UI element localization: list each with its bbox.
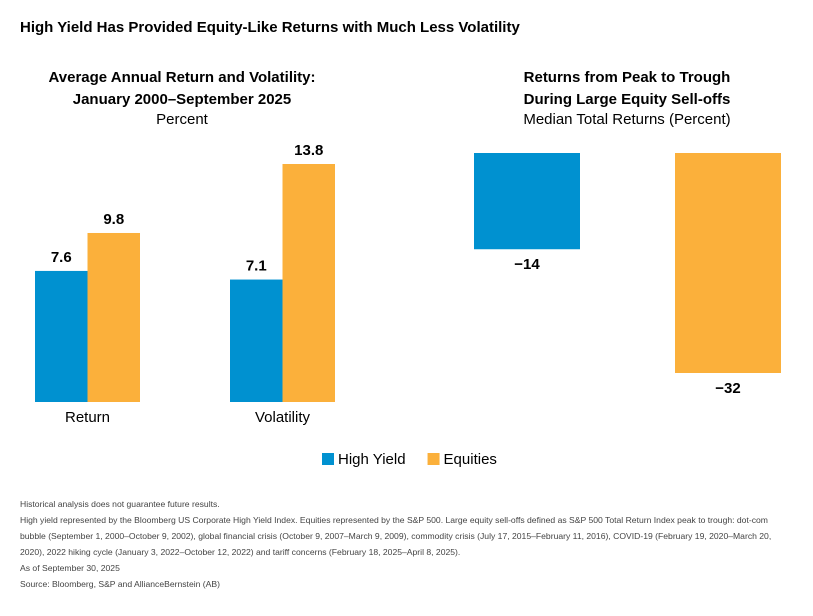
footnote: Source: Bloomberg, S&P and AllianceBerns… — [20, 579, 220, 589]
x-tick-label: Return — [65, 409, 110, 426]
bar — [230, 279, 283, 402]
data-label: 7.6 — [51, 249, 72, 266]
chart-title: January 2000–September 2025 — [73, 91, 291, 108]
footnotes: Historical analysis does not guarantee f… — [20, 496, 790, 592]
legend-swatch — [427, 453, 440, 465]
chart-title: Average Annual Return and Volatility: — [49, 69, 316, 86]
bar — [282, 164, 335, 402]
chart-title: Returns from Peak to Trough — [524, 69, 731, 86]
chart-title: During Large Equity Sell-offs — [524, 91, 731, 108]
bar — [35, 270, 88, 402]
footnote: Historical analysis does not guarantee f… — [20, 499, 220, 509]
bar — [87, 232, 140, 402]
legend-label: High Yield — [338, 451, 406, 468]
data-label: 13.8 — [294, 142, 323, 159]
chart: High Yield Has Provided Equity-Like Retu… — [20, 19, 781, 468]
page-title: High Yield Has Provided Equity-Like Retu… — [20, 19, 520, 36]
data-label: −32 — [715, 380, 740, 397]
footnote: As of September 30, 2025 — [20, 563, 120, 573]
data-label: 7.1 — [246, 258, 267, 275]
chart-subtitle: Median Total Returns (Percent) — [523, 111, 730, 128]
chart-subtitle: Percent — [156, 111, 209, 128]
legend-swatch — [322, 453, 334, 465]
legend-label: Equities — [444, 451, 497, 468]
bar — [474, 153, 580, 250]
data-label: −14 — [514, 256, 540, 273]
footnote: High yield represented by the Bloomberg … — [20, 515, 772, 557]
x-tick-label: Volatility — [255, 409, 311, 426]
data-label: 9.8 — [103, 211, 124, 228]
bar — [675, 153, 781, 373]
